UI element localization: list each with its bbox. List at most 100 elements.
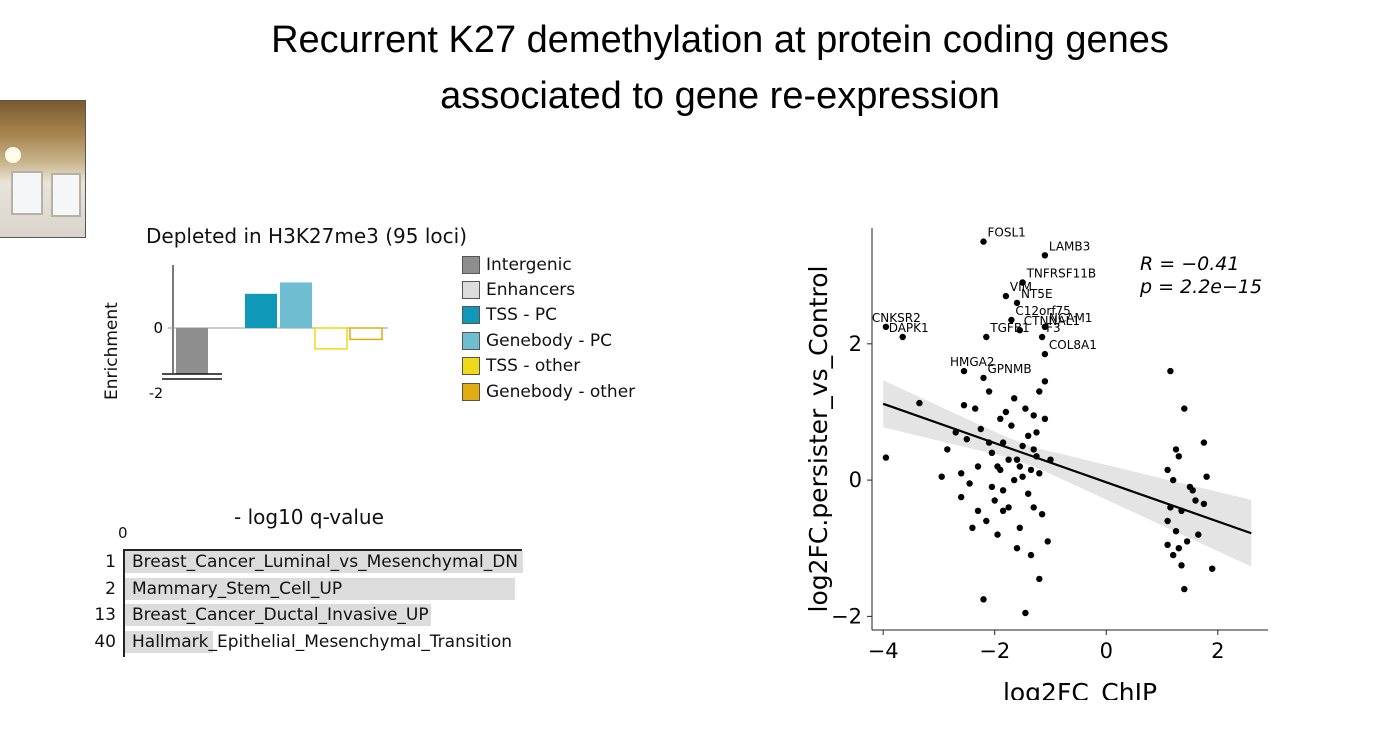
enrichment-bar xyxy=(176,328,208,374)
scatter-point xyxy=(1019,442,1026,450)
scatter-point xyxy=(1203,473,1210,480)
scatter-gene-label: F3 xyxy=(1046,321,1061,335)
enrichment-bar xyxy=(245,293,277,328)
qvalue-rank: 1 xyxy=(105,552,116,572)
scatter-point xyxy=(1008,422,1015,429)
scatter-x-tick-label: 0 xyxy=(1100,639,1113,663)
scatter-labeled-point xyxy=(1002,292,1010,300)
legend-swatch xyxy=(462,357,480,376)
scatter-gene-label: C12orf75 xyxy=(1015,304,1070,318)
qvalue-gene-set-name: Breast_Cancer_Ductal_Invasive_UP xyxy=(132,605,429,625)
scatter-labeled-point xyxy=(1038,333,1046,341)
scatter-point xyxy=(1025,490,1032,497)
scatter-plot: −4 −2 0 2−202log2FC_ChIPlog2FC.persister_vs… xyxy=(804,226,1268,700)
scatter-gene-label: VIM xyxy=(1010,280,1032,294)
scatter-point xyxy=(991,497,998,504)
scatter-point xyxy=(966,480,973,487)
legend-item: TSS - other xyxy=(462,354,635,379)
qvalue-zero-tick: 0 xyxy=(118,524,128,542)
enrichment-bar xyxy=(280,282,312,328)
scatter-point xyxy=(1025,432,1032,439)
enrichment-ytick-label: -2 xyxy=(149,386,163,402)
qvalue-title: - log10 q-value xyxy=(234,505,384,529)
scatter-point xyxy=(1036,388,1043,395)
scatter-point xyxy=(1036,575,1043,583)
scatter-y-label: log2FC.persister_vs_Control xyxy=(804,266,833,613)
scatter-gene-label: HMGA2 xyxy=(950,355,995,369)
scatter-point xyxy=(969,524,976,531)
scatter-gene-label: NCAM1 xyxy=(1049,311,1093,325)
scatter-point xyxy=(1016,463,1023,470)
scatter-point xyxy=(1170,551,1177,559)
qvalue-axis-left xyxy=(123,549,125,657)
legend-label: TSS - PC xyxy=(486,305,558,326)
scatter-point xyxy=(994,463,1001,470)
scatter-point xyxy=(974,463,982,470)
scatter-point xyxy=(1013,545,1021,552)
scatter-point xyxy=(1181,405,1188,412)
scatter-point xyxy=(1195,531,1202,538)
legend-swatch xyxy=(462,255,480,274)
scatter-point xyxy=(988,449,996,456)
enrichment-title: Depleted in H3K27me3 (95 loci) xyxy=(146,224,468,248)
scatter-gene-label: DAPK1 xyxy=(889,321,929,335)
scatter-point xyxy=(977,425,984,433)
webcam-window-right xyxy=(51,173,81,217)
scatter-point xyxy=(1036,470,1043,477)
scatter-x-tick-label: −4 xyxy=(868,639,899,663)
enrichment-ylabel: Enrichment xyxy=(102,302,122,400)
scatter-labeled-point xyxy=(980,374,987,382)
scatter-labeled-point xyxy=(882,323,890,330)
scatter-point xyxy=(960,402,968,409)
scatter-point xyxy=(916,399,923,407)
scatter-point xyxy=(1011,476,1018,484)
scatter-labeled-point xyxy=(1041,323,1049,330)
webcam-lamp xyxy=(5,147,21,163)
scatter-point xyxy=(1033,429,1040,436)
legend-swatch xyxy=(462,382,480,401)
scatter-gene-label: CTNNAL1 xyxy=(1024,314,1080,328)
scatter-point xyxy=(1183,538,1191,545)
scatter-point xyxy=(983,517,990,525)
qvalue-bar xyxy=(125,604,432,626)
scatter-labeled-point xyxy=(1008,316,1015,324)
scatter-labeled-point xyxy=(983,333,990,341)
scatter-point xyxy=(938,473,945,480)
scatter-point xyxy=(1164,541,1171,548)
scatter-stat-r: R = −0.41 xyxy=(1140,253,1239,275)
scatter-point xyxy=(980,596,987,603)
webcam-thumbnail[interactable] xyxy=(0,100,86,238)
scatter-point xyxy=(1022,609,1029,617)
scatter-labeled-point xyxy=(1016,327,1023,334)
legend-item: Genebody - other xyxy=(462,379,635,404)
scatter-x-tick-label: −2 xyxy=(979,639,1010,663)
qvalue-rank: 13 xyxy=(94,605,116,625)
scatter-point xyxy=(994,531,1001,538)
scatter-point xyxy=(999,507,1007,514)
qvalue-bar xyxy=(125,577,516,600)
qvalue-bar xyxy=(125,551,523,573)
scatter-point xyxy=(1038,511,1046,518)
scatter-point xyxy=(1044,538,1051,545)
scatter-x-tick-label: 2 xyxy=(1211,639,1224,663)
scatter-point xyxy=(958,470,965,477)
scatter-gene-label: TGFB1 xyxy=(989,321,1029,335)
legend-label: TSS - other xyxy=(486,356,581,377)
scatter-y-tick-label: −2 xyxy=(831,604,862,628)
scatter-regression-line xyxy=(882,402,1252,535)
qvalue-axis-top xyxy=(124,549,522,551)
scatter-point xyxy=(972,405,979,412)
scatter-point xyxy=(974,507,982,514)
scatter-labeled-point xyxy=(899,333,906,341)
legend-swatch xyxy=(462,281,480,300)
scatter-gene-label: GPNMB xyxy=(988,362,1032,376)
legend-swatch xyxy=(462,306,480,325)
scatter-point xyxy=(1030,504,1037,511)
enrichment-bar xyxy=(349,327,383,341)
scatter-point xyxy=(1189,487,1196,494)
scatter-gene-label: LAMB3 xyxy=(1049,239,1090,253)
scatter-gene-label: FOSL1 xyxy=(988,226,1026,240)
scatter-point xyxy=(1178,562,1185,569)
scatter-point xyxy=(1175,453,1182,460)
qvalue-rank: 40 xyxy=(94,631,116,652)
